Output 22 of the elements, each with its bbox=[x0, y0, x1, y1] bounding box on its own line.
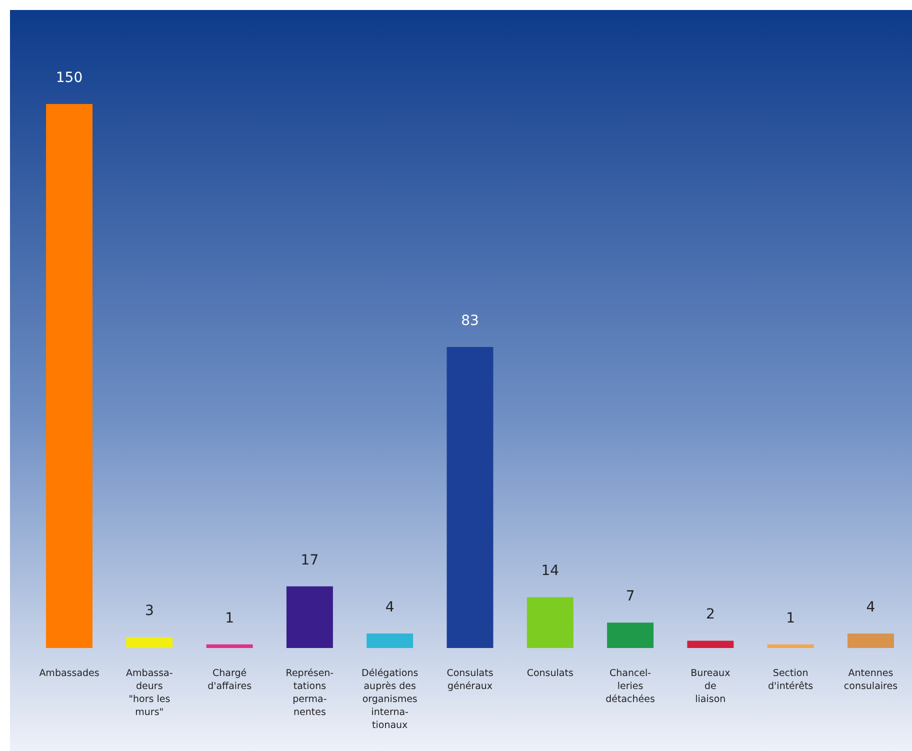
x-tick-label: Consulats généraux bbox=[446, 668, 494, 692]
data-label: 1 bbox=[225, 610, 234, 626]
x-tick-label: Chancel- leries détachées bbox=[606, 668, 655, 705]
x-tick-label: Délégations auprès des organismes interna- tionaux bbox=[362, 668, 418, 731]
data-label: 3 bbox=[144, 603, 154, 620]
data-label: 150 bbox=[56, 70, 83, 86]
x-tick-label: Section d'intérêts bbox=[768, 668, 814, 692]
x-tick-label: Consulats bbox=[526, 668, 574, 679]
data-label: 2 bbox=[706, 606, 715, 623]
x-tick-label: Chargé d'affaires bbox=[208, 668, 252, 692]
data-label: 4 bbox=[866, 599, 876, 616]
data-label: 17 bbox=[300, 552, 319, 568]
data-label: 83 bbox=[461, 312, 479, 329]
x-tick-label: Ambassa- deurs "hors les murs" bbox=[126, 668, 173, 718]
data-label: 14 bbox=[541, 563, 560, 580]
data-label: 1 bbox=[786, 610, 796, 626]
x-tick-label: Représen- tations perma- nentes bbox=[286, 668, 334, 718]
x-tick-label: Antennes consulaires bbox=[844, 668, 898, 692]
data-label: 4 bbox=[385, 599, 394, 616]
x-tick-label: Ambassades bbox=[39, 668, 100, 679]
x-tick-label: Bureaux de liaison bbox=[690, 668, 731, 705]
data-label: 7 bbox=[626, 588, 635, 605]
